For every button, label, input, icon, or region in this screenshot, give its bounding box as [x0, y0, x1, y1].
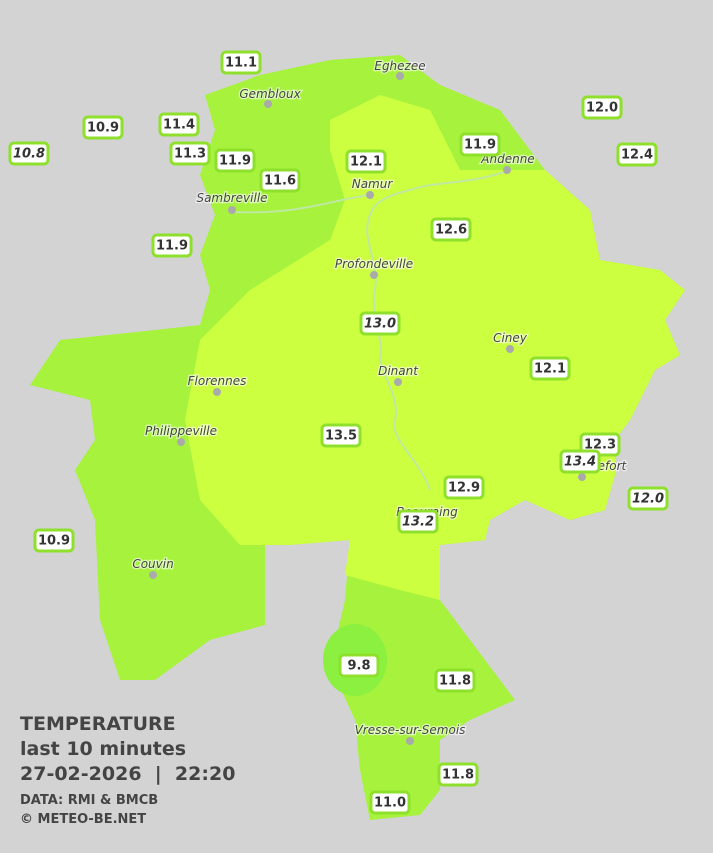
station-box	[529, 356, 571, 381]
town-label: Profondeville	[335, 257, 413, 271]
station-value: 9.8	[347, 659, 370, 674]
station-box	[169, 141, 211, 166]
station-value: 11.0	[374, 796, 406, 811]
town-dot	[228, 206, 236, 214]
station-value: 12.1	[350, 155, 382, 170]
station-box	[151, 233, 193, 258]
station-box	[82, 115, 124, 140]
town-label: Vresse-sur-Semois	[355, 723, 466, 737]
station-box	[430, 217, 472, 242]
town-label: Couvin	[132, 557, 173, 571]
station-box	[220, 50, 262, 75]
town-label: Sambreville	[196, 191, 267, 205]
station-box	[359, 311, 401, 336]
station-value: 12.3	[584, 438, 616, 453]
town-dot	[370, 271, 378, 279]
river	[231, 169, 511, 491]
station-value: 12.0	[632, 492, 664, 507]
station-box	[214, 148, 256, 173]
station-value: 11.9	[156, 239, 188, 254]
legend-datetime: 27-02-2026 | 22:20	[20, 763, 235, 785]
station-value: 12.0	[586, 101, 618, 116]
station-box	[397, 509, 439, 534]
town-dot	[213, 388, 221, 396]
station-box	[33, 528, 75, 553]
town-label: Dinant	[378, 364, 419, 378]
town-label: Florennes	[188, 374, 247, 388]
station-box	[616, 142, 658, 167]
station-value: 11.6	[264, 174, 296, 189]
station-value: 13.2	[402, 515, 434, 530]
town-dot	[503, 166, 511, 174]
station-box	[369, 790, 411, 815]
town-label: Namur	[352, 177, 394, 191]
station-box	[581, 95, 623, 120]
station-box	[259, 168, 301, 193]
town-dot	[149, 571, 157, 579]
station-value: 11.1	[225, 56, 257, 71]
legend-title: TEMPERATURE	[20, 713, 176, 735]
station-value: 11.3	[174, 147, 206, 162]
town-dot	[177, 438, 185, 446]
town-dot	[406, 737, 414, 745]
town-label: Gembloux	[239, 87, 301, 101]
station-value: 12.6	[435, 223, 467, 238]
station-value: 13.4	[564, 455, 596, 470]
station-value: 12.4	[621, 148, 653, 163]
town-label: Ciney	[493, 331, 528, 345]
station-value: 12.9	[448, 481, 480, 496]
station-value: 11.4	[163, 118, 195, 133]
station-value: 10.9	[87, 121, 119, 136]
station-box	[8, 141, 50, 166]
station-box	[320, 423, 362, 448]
town-dot	[506, 345, 514, 353]
town-dot	[264, 100, 272, 108]
station-box	[559, 449, 601, 474]
station-value: 10.9	[38, 534, 70, 549]
station-value: 11.9	[464, 138, 496, 153]
station-box	[434, 668, 476, 693]
legend-copyright: © METEO-BE.NET	[20, 812, 146, 827]
station-box	[627, 486, 669, 511]
station-value: 12.1	[534, 362, 566, 377]
station-box	[459, 132, 501, 157]
legend-source: DATA: RMI & BMCB	[20, 793, 158, 808]
station-value: 11.8	[439, 674, 471, 689]
station-box	[338, 653, 380, 678]
station-value: 10.8	[13, 147, 45, 162]
town-label: Philippeville	[145, 424, 217, 438]
town-dot	[366, 191, 374, 199]
station-value: 11.9	[219, 154, 251, 169]
town-label: Eghezee	[374, 59, 425, 73]
town-dot	[578, 473, 586, 481]
station-box	[443, 475, 485, 500]
station-value: 13.0	[364, 317, 396, 332]
town-dot	[394, 378, 402, 386]
town-dot	[396, 72, 404, 80]
station-value: 13.5	[325, 429, 357, 444]
legend-subtitle: last 10 minutes	[20, 738, 186, 760]
station-box	[437, 762, 479, 787]
station-value: 11.8	[442, 768, 474, 783]
station-box	[345, 149, 387, 174]
warm-zone	[185, 95, 685, 600]
station-box	[158, 112, 200, 137]
